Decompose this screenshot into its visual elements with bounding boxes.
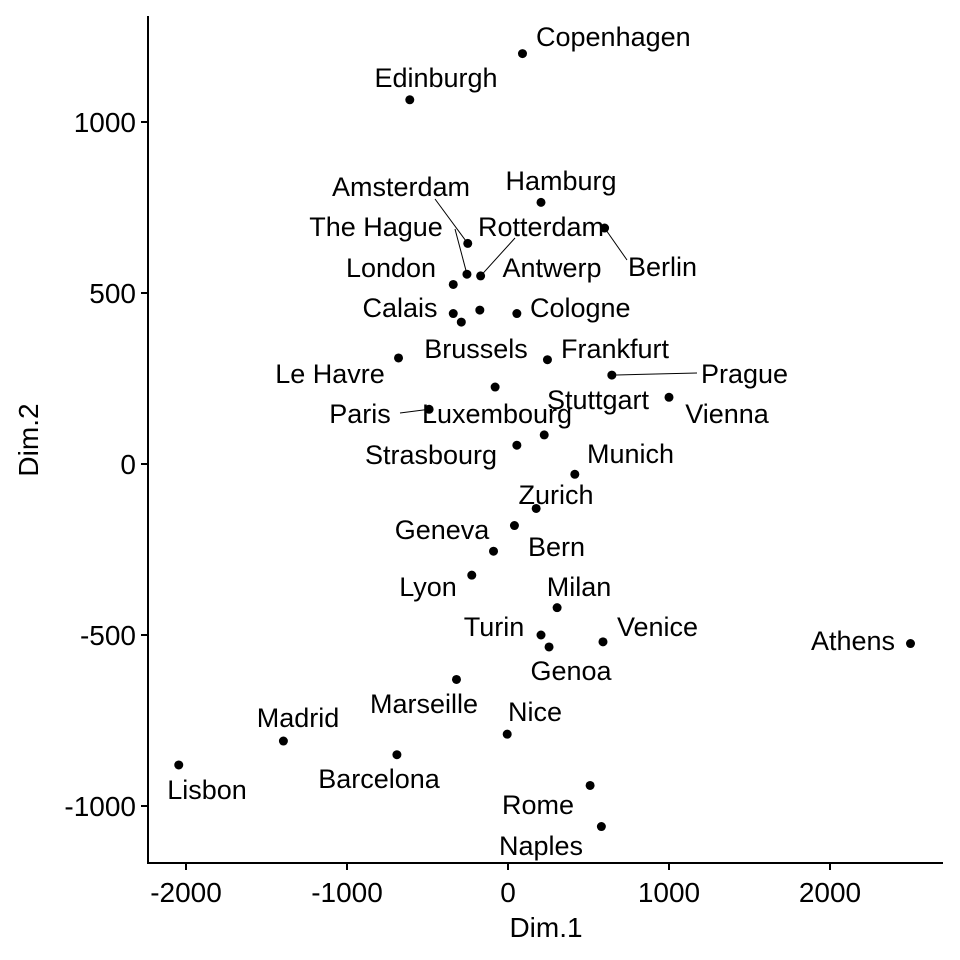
point-label: Rotterdam [478,212,604,242]
data-point [598,637,608,647]
point-labels: Copenhagen Edinburgh Hamburg Berlin Amsterda… [167,22,895,861]
data-point [490,382,500,392]
data-point [664,392,674,402]
x-axis-ticks: -2000 -1000 0 1000 2000 [150,863,861,908]
data-point [600,223,610,233]
data-point [489,546,499,556]
data-point [906,639,915,649]
point-label: Milan [547,572,612,602]
data-point [502,729,512,739]
point-label: Vienna [685,399,770,429]
point-label: Brussels [424,334,528,364]
leader-line [434,198,469,244]
point-label: Rome [502,790,574,820]
data-point [552,603,562,613]
data-point [509,521,519,531]
point-label: Bern [528,532,585,562]
data-point [278,736,288,746]
point-label: Amsterdam [332,172,470,202]
point-label: Paris [329,399,391,429]
point-label: Naples [499,831,583,861]
data-point [463,238,473,248]
data-point [392,750,402,760]
x-tick-label: -2000 [150,877,222,908]
point-label: Genoa [530,656,612,686]
leader-line [454,228,468,275]
point-label: Athens [811,626,895,656]
leader-line [604,227,628,261]
point-label: Copenhagen [536,22,691,52]
data-point [536,630,546,640]
data-point [451,674,461,684]
data-point [517,49,527,59]
point-label: Nice [508,697,562,727]
point-label: Edinburgh [374,63,497,93]
data-point [448,309,458,319]
point-label: Luxembourg [422,399,572,429]
label-leader-lines [399,198,698,414]
point-label: Calais [362,293,437,323]
data-point [456,317,466,327]
point-label: Hamburg [505,166,616,196]
point-label: Madrid [257,703,340,733]
leader-line [611,372,698,376]
data-point [394,353,404,363]
point-label: Zurich [518,480,593,510]
data-point [405,95,415,105]
point-label: Lisbon [167,775,247,805]
point-label: Marseille [370,689,478,719]
point-label: Antwerp [502,253,601,283]
y-tick-label: -1000 [64,791,136,822]
data-point [542,355,552,365]
x-tick-label: 1000 [638,877,700,908]
point-label: Prague [701,359,788,389]
x-tick-label: -1000 [311,877,383,908]
data-point [476,271,486,281]
point-label: Geneva [395,515,491,545]
point-label: Le Havre [275,359,385,389]
data-point [467,570,477,580]
point-label: Barcelona [318,764,441,794]
y-axis-ticks: -1000 -500 0 500 1000 [64,107,148,822]
point-label: Lyon [399,572,457,602]
y-tick-label: 500 [89,278,136,309]
y-tick-label: 0 [120,449,136,480]
data-point [448,279,458,289]
data-point [596,822,606,832]
point-label: Stuttgart [547,385,650,415]
data-point [512,309,522,319]
point-label: The Hague [309,212,443,242]
data-points [174,49,915,832]
y-tick-label: -500 [80,620,136,651]
x-axis-title: Dim.1 [509,912,582,943]
data-point [462,269,472,279]
y-tick-label: 1000 [74,107,136,138]
point-label: Turin [464,612,525,642]
data-point [607,370,617,380]
data-point [544,642,554,652]
point-label: Berlin [628,252,697,282]
x-tick-label: 2000 [799,877,861,908]
data-point [570,469,580,479]
data-point [424,404,434,414]
point-label: London [346,253,436,283]
leader-line [480,237,516,277]
point-label: Cologne [530,293,631,323]
x-tick-label: 0 [500,877,516,908]
data-point [585,780,595,790]
data-point [539,430,549,440]
point-label: Venice [617,612,698,642]
point-label: Frankfurt [561,334,670,364]
data-point [512,440,522,450]
y-axis-title: Dim.2 [13,403,44,476]
data-point [536,197,546,207]
data-point [531,503,541,513]
leader-line [399,408,430,414]
data-point [475,305,485,315]
point-label: Strasbourg [365,440,497,470]
point-label: Munich [587,439,674,469]
data-point [174,760,184,770]
